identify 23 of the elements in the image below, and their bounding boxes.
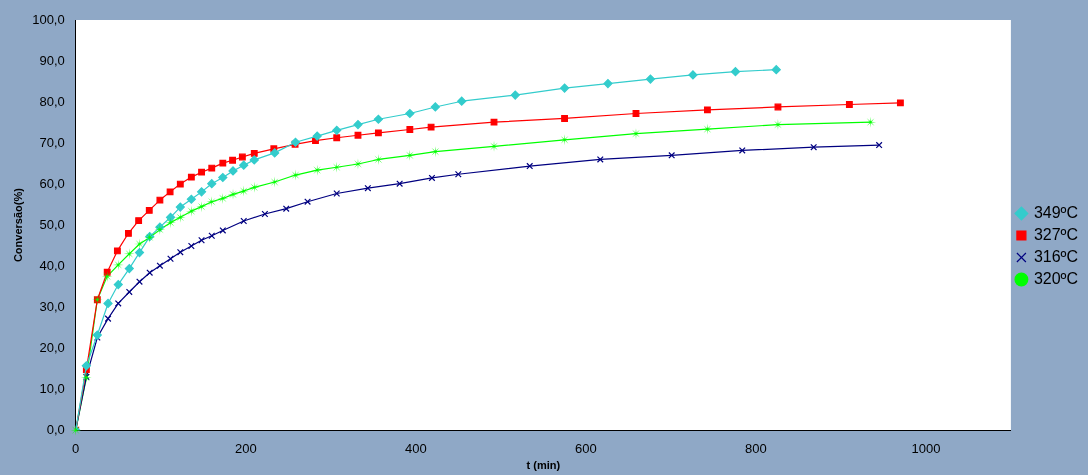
y-tick-label: 60,0 (39, 175, 65, 191)
legend-label: 320ºC (1033, 269, 1078, 287)
x-axis-title: t (min) (526, 459, 561, 472)
y-tick-label: 50,0 (39, 216, 65, 232)
legend-label: 349ºC (1033, 203, 1078, 221)
y-tick-label: 100,0 (32, 11, 65, 27)
legend-label: 316ºC (1033, 247, 1078, 265)
y-tick-label: 80,0 (39, 93, 65, 109)
y-tick-label: 40,0 (39, 257, 65, 273)
x-tick-label: 600 (574, 440, 597, 456)
y-tick-label: 90,0 (39, 52, 65, 68)
y-tick-label: 70,0 (39, 134, 65, 150)
y-tick-label: 30,0 (39, 298, 65, 314)
legend-label: 327ºC (1033, 225, 1078, 243)
y-tick-label: 0,0 (46, 421, 65, 437)
x-tick-label: 1000 (911, 440, 941, 456)
x-tick-label: 200 (234, 440, 257, 456)
y-tick-label: 20,0 (39, 339, 65, 355)
y-axis-title: Conversão(%) (11, 187, 24, 263)
y-tick-label: 10,0 (39, 380, 65, 396)
x-tick-label: 800 (745, 440, 767, 456)
x-tick-label: 0 (72, 440, 80, 456)
x-tick-label: 400 (404, 440, 427, 456)
